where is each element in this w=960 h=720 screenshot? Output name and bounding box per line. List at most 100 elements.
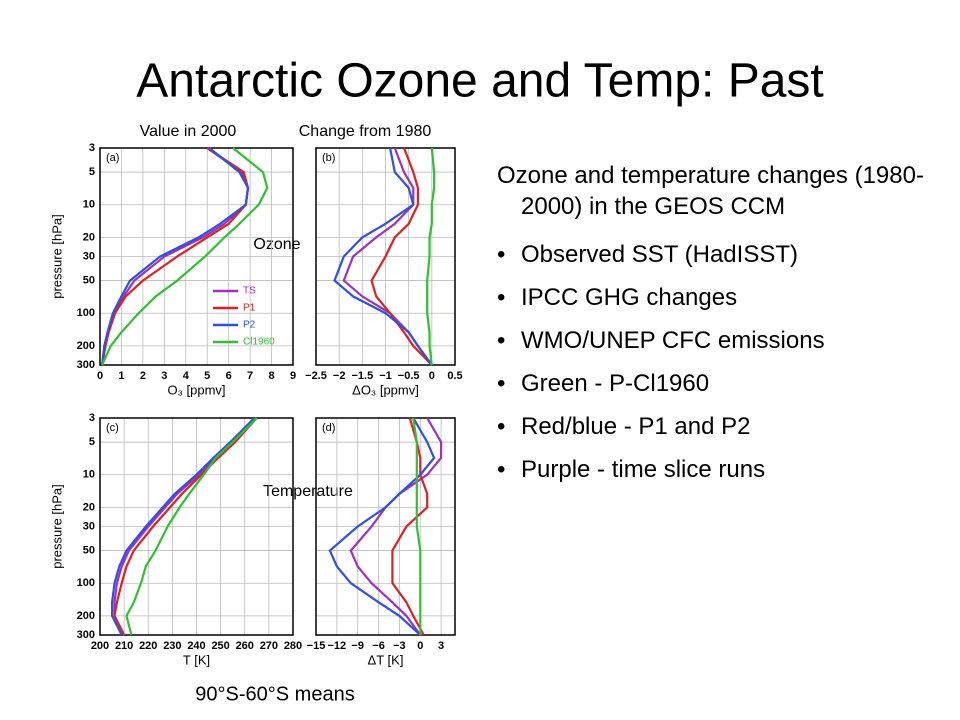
x-tick-label: 6: [226, 370, 232, 382]
footer-note: 90°S-60°S means: [195, 683, 354, 705]
panel-label: (b): [322, 152, 335, 164]
chart-panel: 0 1 2 3 4 5 6 7 8 9 3 5 10 20 30 50 100 200 300 (a) O₃ [ppmv…: [49, 142, 296, 398]
x-tick-label: 0: [429, 370, 435, 382]
x-tick-label: 260: [236, 640, 254, 652]
text-panel: Ozone and temperature changes (1980-2000…: [497, 160, 947, 497]
plot-frame: [315, 417, 456, 636]
series-line: [101, 147, 269, 366]
chart-panel: −2.5 −2 −1.5 −1 −0.5 0 0.5 (b) ΔO₃ [ppmv]: [305, 147, 463, 397]
series-line: [328, 417, 436, 636]
y-tick-label: 300: [77, 629, 95, 641]
series-line: [333, 147, 433, 366]
bullet: Observed SST (HadISST): [497, 239, 947, 270]
y-tick-label: 200: [77, 340, 95, 352]
y-tick-label: 50: [83, 544, 95, 556]
x-tick-label: 4: [183, 370, 190, 382]
series-line: [125, 417, 258, 636]
bullet-list: Observed SST (HadISST) IPCC GHG changes WM…: [497, 239, 947, 485]
x-tick-label: 210: [115, 640, 133, 652]
y-tick-label: 100: [77, 577, 95, 589]
x-tick-label: 7: [247, 370, 253, 382]
x-tick-label: −1: [379, 370, 392, 382]
panel-label: (c): [106, 422, 119, 434]
x-tick-label: −1.5: [351, 370, 373, 382]
y-tick-label: 20: [83, 231, 95, 243]
y-tick-label: 5: [89, 436, 95, 448]
x-tick-label: −2.5: [305, 370, 327, 382]
plot-frame: [99, 147, 294, 366]
intro: Ozone and temperature changes (1980-2000…: [497, 162, 924, 220]
x-tick-label: 1: [118, 370, 124, 382]
series-line: [111, 417, 256, 636]
legend-label: P1: [243, 303, 256, 314]
x-tick-label: 280: [284, 640, 302, 652]
legend-label: Cl1960: [243, 337, 275, 348]
y-tick-label: 5: [89, 166, 95, 178]
row-label: Temperature: [263, 483, 353, 500]
x-tick-label: 8: [268, 370, 274, 382]
x-tick-label: −3: [393, 640, 406, 652]
row-label: Ozone: [253, 236, 300, 253]
y-tick-label: 200: [77, 610, 95, 622]
chart-panel: 200 210 220 230 240 250 260 270 280 3 5 10 20 30 50 100…: [49, 412, 302, 668]
y-tick-label: 50: [83, 274, 95, 286]
bullet: Red/blue - P1 and P2: [497, 411, 947, 442]
chart-panel: −15 −12 −9 −6 −3 0 3 (d) ΔT [K]: [307, 417, 456, 667]
series-line: [349, 417, 443, 636]
series-line: [412, 417, 422, 635]
y-tick-label: 300: [77, 359, 95, 371]
x-tick-label: −15: [307, 640, 326, 652]
x-tick-label: 250: [211, 640, 229, 652]
x-tick-label: 0: [417, 640, 423, 652]
x-tick-label: −6: [372, 640, 385, 652]
plot-frame: [315, 147, 456, 366]
x-axis-label: T [K]: [183, 652, 210, 667]
x-axis-label: ΔT [K]: [368, 652, 404, 667]
y-tick-label: 3: [89, 142, 95, 154]
legend-label: TS: [243, 286, 256, 297]
x-tick-label: 240: [187, 640, 205, 652]
x-tick-label: 3: [161, 370, 167, 382]
bullet: Green - P-Cl1960: [497, 368, 947, 399]
x-axis-label: O₃ [ppmv]: [167, 382, 225, 397]
series-line: [426, 147, 436, 366]
x-tick-label: 3: [438, 640, 444, 652]
x-tick-label: 0: [97, 370, 103, 382]
y-tick-label: 10: [83, 199, 95, 211]
y-tick-label: 100: [77, 307, 95, 319]
x-tick-label: 230: [163, 640, 181, 652]
y-axis-label: pressure [hPa]: [49, 484, 64, 569]
x-tick-label: 220: [139, 640, 157, 652]
bullet: IPCC GHG changes: [497, 282, 947, 313]
x-tick-label: 0.5: [447, 370, 462, 382]
x-tick-label: 2: [140, 370, 146, 382]
series-line: [113, 417, 258, 636]
y-tick-label: 30: [83, 250, 95, 262]
x-axis-label: ΔO₃ [ppmv]: [352, 382, 419, 397]
plot-frame: [99, 417, 294, 636]
x-tick-label: −12: [328, 640, 347, 652]
slide-title: Antarctic Ozone and Temp: Past: [136, 55, 823, 108]
y-tick-label: 30: [83, 520, 95, 532]
x-tick-label: −0.5: [398, 370, 420, 382]
x-tick-label: 5: [204, 370, 210, 382]
y-axis-label: pressure [hPa]: [49, 214, 64, 299]
x-tick-label: 270: [260, 640, 278, 652]
series-line: [101, 147, 250, 366]
x-tick-label: 200: [91, 640, 109, 652]
y-tick-label: 20: [83, 501, 95, 513]
panel-label: (a): [106, 152, 119, 164]
y-tick-label: 10: [83, 469, 95, 481]
series-line: [370, 147, 433, 366]
legend-label: P2: [243, 320, 256, 331]
x-tick-label: −9: [351, 640, 364, 652]
y-tick-label: 3: [89, 412, 95, 424]
panel-label: (d): [322, 422, 335, 434]
x-tick-label: −2: [333, 370, 346, 382]
column-label: Change from 1980: [299, 123, 432, 140]
series-line: [391, 417, 429, 636]
bullet: WMO/UNEP CFC emissions: [497, 325, 947, 356]
x-tick-label: 9: [290, 370, 296, 382]
